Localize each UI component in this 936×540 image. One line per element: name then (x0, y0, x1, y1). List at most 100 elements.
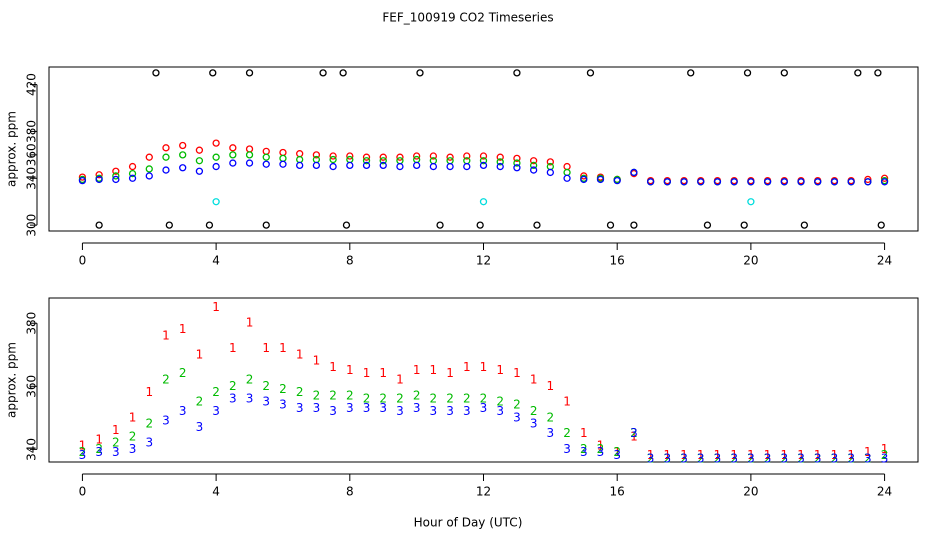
data-point (513, 164, 521, 172)
data-point (209, 69, 217, 77)
data-point (379, 157, 387, 165)
data-point (697, 178, 705, 186)
data-point: 3 (797, 451, 805, 465)
data-point (162, 153, 170, 161)
data-point (262, 153, 270, 161)
data-point: 2 (145, 417, 153, 431)
data-point: 1 (446, 366, 454, 380)
data-point: 3 (413, 401, 421, 415)
data-point: 3 (680, 451, 688, 465)
data-point (179, 151, 187, 159)
data-point (496, 153, 504, 161)
data-point (205, 221, 214, 229)
data-point (743, 69, 752, 77)
data-point (680, 178, 688, 186)
data-point (152, 69, 160, 77)
data-point: 1 (597, 439, 605, 453)
data-point (877, 221, 885, 229)
data-point: 1 (496, 363, 504, 377)
data-point: 1 (580, 426, 588, 440)
plot-box (48, 66, 919, 232)
data-point (830, 178, 839, 186)
data-point (797, 178, 805, 186)
data-point (780, 69, 788, 77)
x-tick-label: 8 (346, 254, 354, 268)
data-point (195, 167, 204, 175)
data-point: 1 (145, 385, 153, 399)
data-point: 3 (664, 451, 672, 465)
data-point: 1 (747, 448, 755, 462)
data-point (546, 168, 554, 177)
data-point: 2 (112, 436, 120, 450)
data-point: 1 (262, 341, 270, 355)
data-point: 1 (413, 363, 421, 377)
data-point: 1 (379, 366, 387, 380)
data-point (296, 155, 304, 164)
data-point (496, 162, 504, 171)
data-point: 3 (212, 404, 220, 418)
data-point: 1 (814, 448, 822, 462)
data-point: 1 (513, 366, 521, 380)
data-point (463, 162, 471, 171)
data-point: 3 (530, 417, 538, 431)
data-point: 2 (831, 451, 839, 465)
data-point: 2 (780, 451, 788, 465)
data-point (563, 174, 571, 182)
data-point: 1 (847, 448, 855, 462)
data-point: 2 (396, 391, 404, 405)
data-point (713, 178, 722, 186)
data-point (533, 221, 541, 229)
data-point (429, 152, 438, 160)
data-point (463, 152, 471, 160)
data-point (436, 221, 444, 229)
data-point: 2 (697, 451, 705, 465)
data-point: 2 (79, 445, 87, 459)
data-point: 1 (547, 379, 555, 393)
data-point (479, 161, 488, 170)
data-point (396, 153, 404, 161)
data-point: 2 (129, 429, 137, 443)
data-point: 3 (513, 410, 521, 424)
data-point: 2 (664, 451, 672, 465)
data-point (212, 162, 220, 171)
data-point: 1 (196, 347, 204, 361)
data-point (195, 157, 204, 165)
data-point (646, 178, 655, 186)
data-point: 1 (797, 448, 805, 462)
data-point: 1 (864, 445, 872, 459)
data-point: 1 (680, 448, 688, 462)
data-point: 3 (580, 445, 588, 459)
x-axis-label: Hour of Day (UTC) (414, 516, 523, 530)
data-point: 3 (597, 445, 605, 459)
y-tick-label: 360 (25, 375, 39, 398)
data-point: 1 (79, 439, 87, 453)
data-point (513, 159, 521, 167)
x-tick-label: 24 (877, 254, 892, 268)
data-point (329, 152, 337, 160)
data-point: 1 (162, 328, 170, 342)
data-point: 3 (613, 448, 621, 462)
data-point: 3 (79, 448, 87, 462)
data-point: 3 (179, 404, 187, 418)
data-point: 2 (279, 382, 287, 396)
data-point (229, 151, 237, 159)
data-point: 3 (279, 398, 287, 412)
data-point (529, 157, 538, 165)
data-point: 3 (630, 426, 638, 440)
data-point (112, 172, 120, 180)
data-point (880, 174, 889, 182)
y-tick-label: 340 (25, 438, 39, 461)
data-point (416, 69, 424, 77)
data-point (279, 148, 287, 157)
data-point (429, 162, 438, 171)
data-point (245, 151, 254, 159)
data-point (128, 174, 137, 182)
y-tick-label: 420 (25, 73, 39, 96)
x-tick-label: 12 (476, 254, 491, 268)
data-point (880, 178, 889, 186)
data-point (780, 178, 788, 186)
data-point: 2 (881, 448, 889, 462)
data-point (312, 161, 321, 170)
data-point: 1 (229, 341, 237, 355)
data-point: 3 (346, 401, 354, 415)
